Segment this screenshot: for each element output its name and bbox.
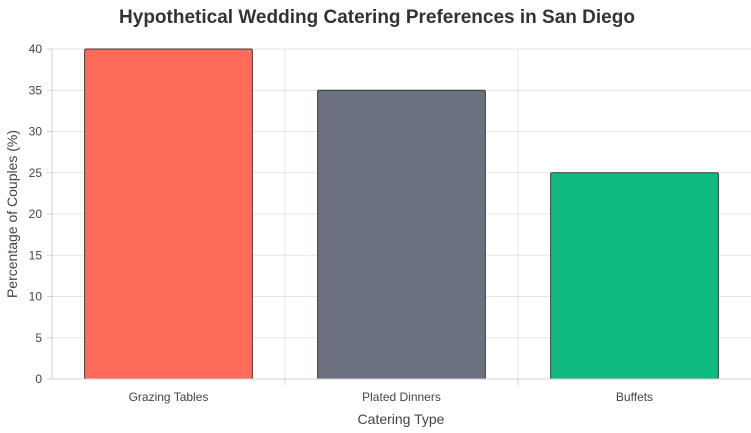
y-tick-label: 5 [35,331,42,345]
y-tick-label: 30 [29,125,43,139]
x-tick-label: Buffets [616,390,653,404]
y-tick-label: 0 [35,372,42,386]
x-tick-label: Grazing Tables [129,390,209,404]
y-axis-title: Percentage of Couples (%) [4,130,20,298]
y-tick-label: 15 [29,248,43,262]
bar [317,89,486,380]
x-tick-label: Plated Dinners [362,390,441,404]
y-tick-label: 25 [29,166,43,180]
bar [550,172,719,380]
y-tick-label: 35 [29,83,43,97]
chart-title: Hypothetical Wedding Catering Preference… [119,7,635,28]
y-tick-label: 40 [29,42,43,56]
axes: 0 5 10 15 20 25 30 35 40 Grazing Tables Plated Din… [29,42,751,404]
bars [84,48,719,380]
y-tick-label: 20 [29,207,43,221]
bar [84,48,253,380]
x-axis-title: Catering Type [358,411,445,427]
y-tick-label: 10 [29,290,43,304]
